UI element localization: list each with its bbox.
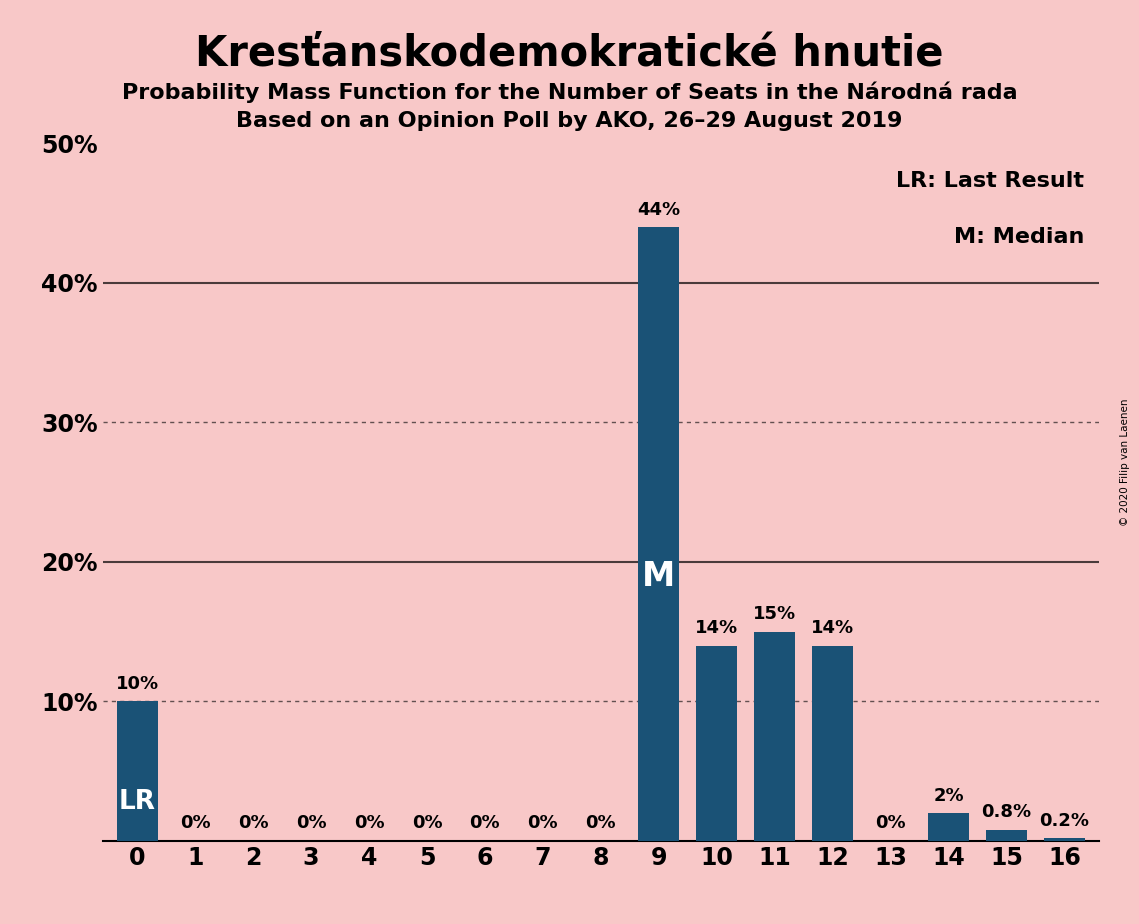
Bar: [1044, 838, 1084, 841]
Text: Probability Mass Function for the Number of Seats in the Národná rada: Probability Mass Function for the Number…: [122, 81, 1017, 103]
Text: 14%: 14%: [811, 619, 854, 638]
Text: 0%: 0%: [411, 814, 442, 833]
Text: 0%: 0%: [296, 814, 327, 833]
Text: LR: LR: [118, 789, 156, 815]
Bar: [754, 632, 795, 841]
Text: 10%: 10%: [116, 675, 158, 693]
Text: 44%: 44%: [637, 201, 680, 219]
Text: 0%: 0%: [585, 814, 616, 833]
Bar: [117, 701, 157, 841]
Text: 0%: 0%: [527, 814, 558, 833]
Text: 15%: 15%: [753, 605, 796, 623]
Text: 0%: 0%: [180, 814, 211, 833]
Bar: [696, 646, 737, 841]
Text: 14%: 14%: [695, 619, 738, 638]
Text: Based on an Opinion Poll by AKO, 26–29 August 2019: Based on an Opinion Poll by AKO, 26–29 A…: [236, 111, 903, 131]
Text: 0%: 0%: [238, 814, 269, 833]
Bar: [639, 227, 679, 841]
Bar: [986, 830, 1026, 841]
Text: 2%: 2%: [933, 786, 964, 805]
Text: 0%: 0%: [469, 814, 500, 833]
Text: LR: Last Result: LR: Last Result: [896, 171, 1084, 191]
Text: M: M: [642, 560, 675, 593]
Bar: [928, 813, 969, 841]
Text: © 2020 Filip van Laenen: © 2020 Filip van Laenen: [1120, 398, 1130, 526]
Text: 0%: 0%: [354, 814, 384, 833]
Text: 0.8%: 0.8%: [982, 803, 1032, 821]
Text: 0.2%: 0.2%: [1040, 811, 1089, 830]
Text: 0%: 0%: [875, 814, 906, 833]
Text: M: Median: M: Median: [953, 227, 1084, 247]
Bar: [812, 646, 853, 841]
Text: Kresťanskodemokratické hnutie: Kresťanskodemokratické hnutie: [195, 32, 944, 74]
